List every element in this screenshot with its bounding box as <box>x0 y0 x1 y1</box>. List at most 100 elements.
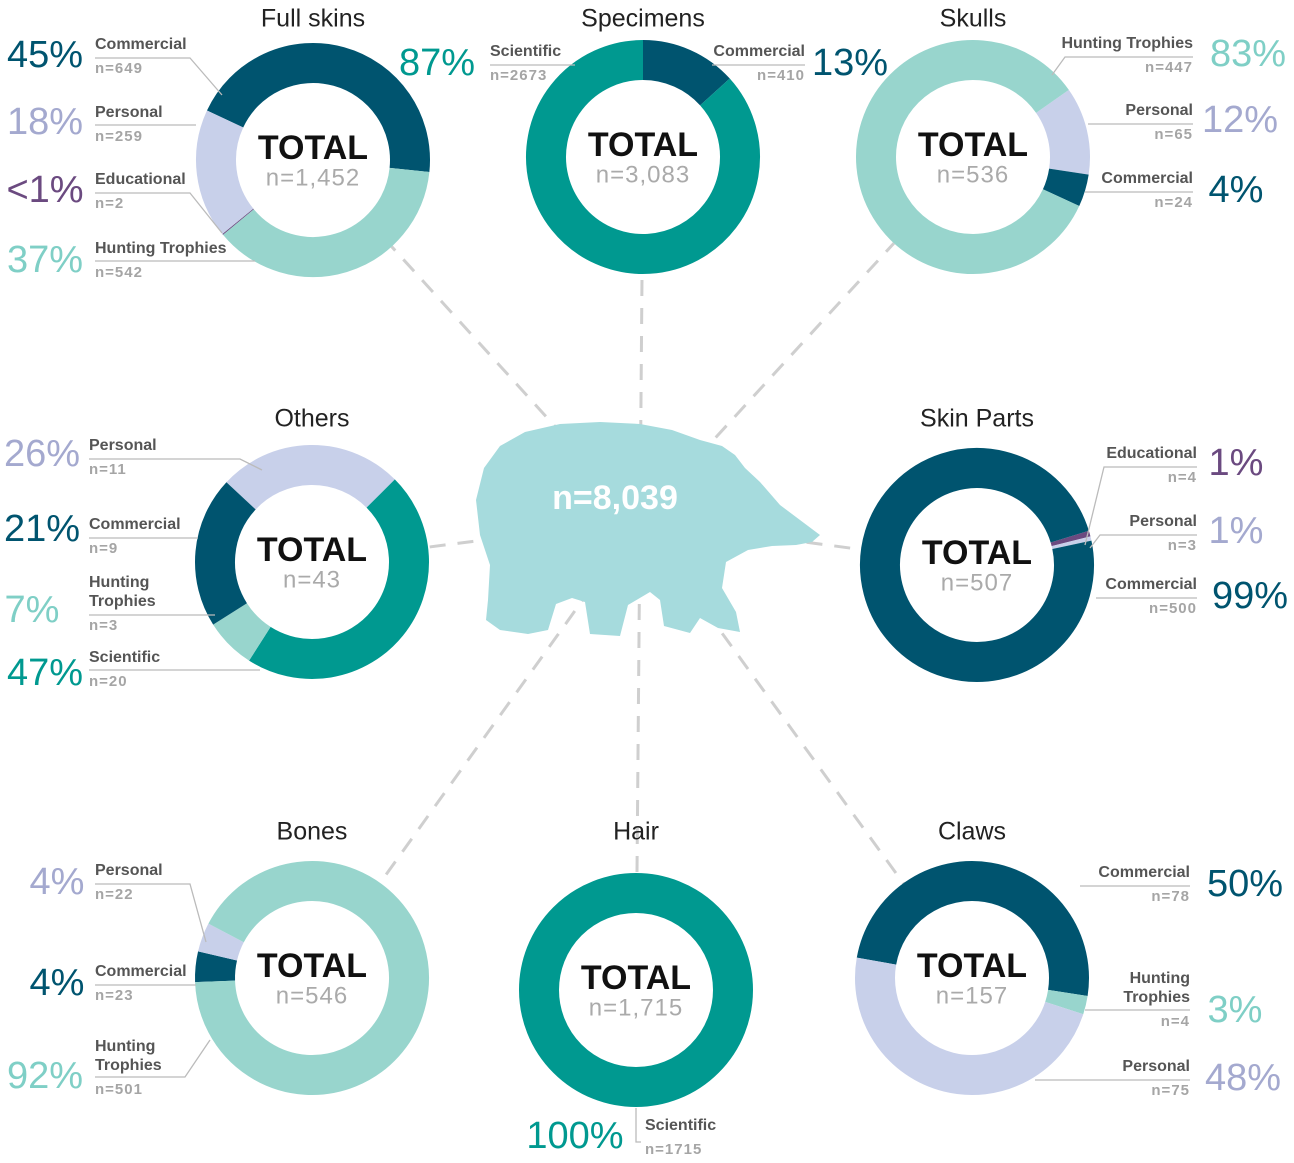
leader-line <box>89 458 263 471</box>
donut-segment <box>206 43 430 173</box>
connector <box>634 519 642 991</box>
count-label: n=2673 <box>490 67 547 84</box>
count-label: n=410 <box>757 67 805 84</box>
percent-label: 26% <box>4 433 80 475</box>
category-label: Commercial <box>1101 170 1193 187</box>
category-label: Commercial <box>1105 576 1197 593</box>
category-label: Hunting Trophies <box>95 240 227 257</box>
percent-label: 50% <box>1207 863 1283 905</box>
leader-line <box>1089 534 1197 549</box>
percent-label: 12% <box>1202 99 1278 141</box>
count-label: n=501 <box>95 1081 143 1098</box>
percent-label: 48% <box>1205 1057 1281 1099</box>
percent-label: 13% <box>812 42 888 84</box>
count-label: n=11 <box>89 461 127 478</box>
total-label: TOTAL <box>922 534 1032 572</box>
category-label: Commercial <box>89 516 181 533</box>
percent-label: 100% <box>526 1115 623 1157</box>
percent-label: 4% <box>30 861 85 903</box>
leader-line <box>1084 466 1197 546</box>
count-label: n=3 <box>1168 537 1197 554</box>
count-label: n=24 <box>1154 194 1193 211</box>
total-count: n=3,083 <box>596 161 690 188</box>
percent-label: 18% <box>7 101 83 143</box>
donut-segment <box>196 110 254 234</box>
count-label: n=23 <box>95 987 134 1004</box>
percent-label: 3% <box>1208 989 1263 1031</box>
chart-title: Claws <box>938 818 1006 846</box>
percent-label: 45% <box>7 34 83 76</box>
donut-segment <box>519 873 753 1108</box>
count-label: n=4 <box>1161 1013 1190 1030</box>
percent-label: 83% <box>1210 33 1286 75</box>
category-label: Personal <box>1122 1058 1190 1075</box>
percent-label: 37% <box>7 239 83 281</box>
percent-label: 21% <box>4 508 80 550</box>
category-label: Educational <box>1106 445 1197 462</box>
count-label: n=447 <box>1145 59 1193 76</box>
total-label: TOTAL <box>257 947 367 985</box>
count-label: n=22 <box>95 886 134 903</box>
chart-title: Skulls <box>940 5 1007 33</box>
percent-label: 99% <box>1212 575 1288 617</box>
category-label: Commercial <box>713 43 805 60</box>
total-count: n=43 <box>283 566 341 593</box>
count-label: n=259 <box>95 128 143 145</box>
total-label: TOTAL <box>917 947 1027 985</box>
percent-label: 4% <box>30 962 85 1004</box>
donut-segment <box>642 40 730 106</box>
leader-line <box>95 1039 211 1078</box>
chart-title: Hair <box>613 818 659 846</box>
percent-label: 87% <box>399 42 475 84</box>
percent-label: 4% <box>1209 169 1264 211</box>
chart-title: Skin Parts <box>920 405 1034 433</box>
percent-label: <1% <box>6 169 83 211</box>
chart-title: Bones <box>277 818 348 846</box>
count-label: n=75 <box>1151 1082 1190 1099</box>
donut-segment <box>249 479 429 679</box>
donut-segment <box>226 445 395 510</box>
total-count: n=1,715 <box>589 994 683 1021</box>
percent-label: 92% <box>7 1055 83 1097</box>
leader-line <box>95 883 207 943</box>
percent-label: 47% <box>7 652 83 694</box>
category-label: Commercial <box>95 36 187 53</box>
chart-title: Full skins <box>261 5 365 33</box>
leader-line <box>95 57 223 96</box>
category-label: Personal <box>95 104 163 121</box>
category-label: Personal <box>95 862 163 879</box>
donut-segment <box>856 40 1080 274</box>
total-label: TOTAL <box>257 531 367 569</box>
count-label: n=20 <box>89 673 128 690</box>
total-count: n=1,452 <box>266 164 360 191</box>
percent-label: 1% <box>1209 442 1264 484</box>
count-label: n=9 <box>89 540 118 557</box>
category-label: Hunting Trophies <box>1061 35 1193 52</box>
total-count: n=157 <box>936 982 1008 1009</box>
donut-segment <box>195 951 238 983</box>
count-label: n=4 <box>1168 469 1197 486</box>
donut-segment <box>223 167 430 277</box>
donut-segment <box>1050 530 1091 547</box>
donut-segment <box>195 861 429 1095</box>
total-label: TOTAL <box>258 129 368 167</box>
donut-segment <box>1035 89 1090 175</box>
count-label: n=542 <box>95 264 143 281</box>
donut-segment <box>198 923 245 962</box>
category-label: Personal <box>1125 102 1193 119</box>
chart-title: Others <box>274 405 349 433</box>
donut-segment <box>855 957 1084 1095</box>
count-label: n=78 <box>1151 888 1190 905</box>
chart-title: Specimens <box>581 5 705 33</box>
donut-segment <box>1051 536 1092 550</box>
category-label: Commercial <box>1098 864 1190 881</box>
count-label: n=500 <box>1149 600 1197 617</box>
category-label: Educational <box>95 171 186 188</box>
count-label: n=65 <box>1154 126 1193 143</box>
